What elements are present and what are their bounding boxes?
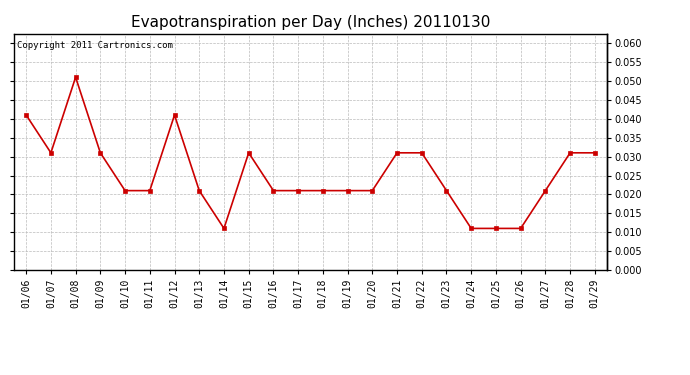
Text: Copyright 2011 Cartronics.com: Copyright 2011 Cartronics.com bbox=[17, 41, 172, 50]
Text: Evapotranspiration per Day (Inches) 20110130: Evapotranspiration per Day (Inches) 2011… bbox=[131, 15, 490, 30]
